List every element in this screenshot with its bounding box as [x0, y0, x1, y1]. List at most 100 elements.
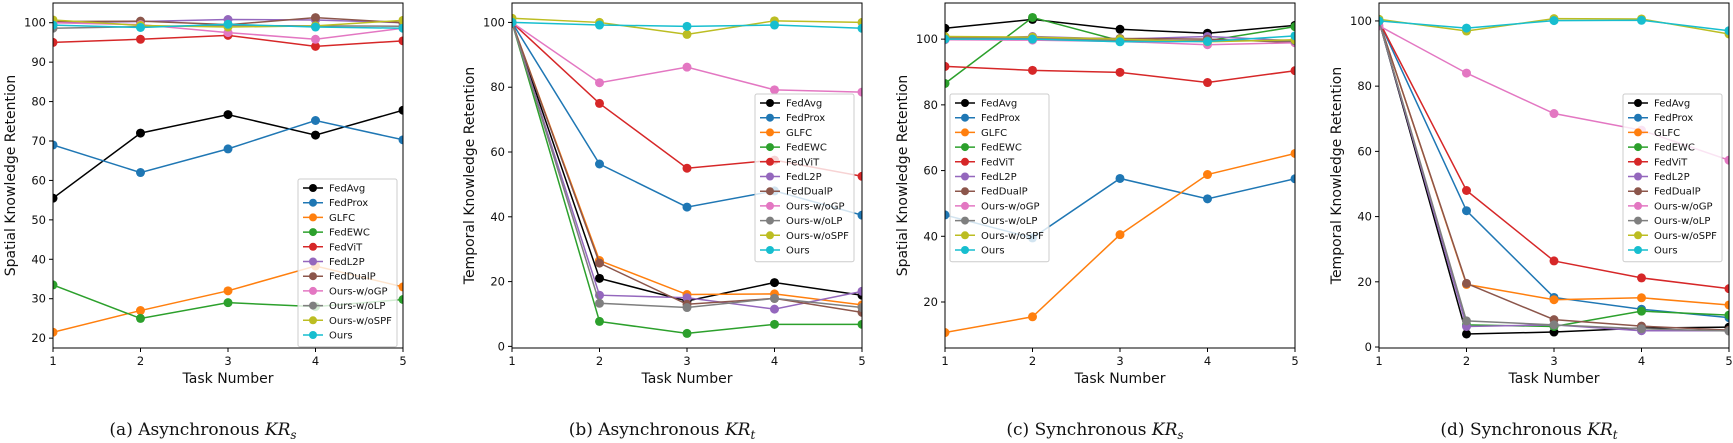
legend-marker: [309, 184, 317, 192]
data-point-FedViT: [1462, 186, 1471, 195]
subplot-d: 1 2 3 4 5 0 20 40 60 80 100 Task Number Temporal Kno…: [1329, 2, 1733, 442]
data-point-FedEWC: [1290, 22, 1295, 32]
caption-text: Synchronous: [1035, 420, 1152, 440]
legend-item-Ours-w/oSPF: Ours-w/oSPF: [955, 231, 1044, 242]
y-tick-label: 20: [923, 295, 938, 309]
data-point-FedProx: [682, 202, 692, 212]
y-tick-label: 100: [916, 32, 938, 46]
legend-item-FedEWC: FedEWC: [955, 143, 1022, 154]
legend-label: Ours-w/oGP: [981, 201, 1040, 212]
legend: FedAvg FedProx GLFC FedEWC FedViT FedL2P FedDu…: [754, 93, 855, 263]
legend-marker: [766, 187, 774, 196]
data-point-GLFC: [223, 286, 233, 296]
data-point-FedProx: [595, 159, 604, 169]
data-point-Ours-w/oGP: [682, 62, 692, 72]
data-point-GLFC: [945, 328, 950, 338]
x-axis-label: Task Number: [182, 371, 274, 387]
legend-item-FedDualP: FedDualP: [303, 272, 376, 283]
legend-label: FedProx: [981, 113, 1020, 124]
legend-label: GLFC: [786, 128, 812, 139]
legend-label: FedDualP: [329, 272, 376, 283]
y-tick-label: 80: [31, 95, 46, 109]
data-point-FedEWC: [857, 319, 862, 329]
data-point-FedProx: [223, 144, 233, 154]
data-point-Ours: [1724, 26, 1729, 36]
data-point-Ours-w/oSPF: [682, 29, 692, 39]
data-point-Ours-w/oGP: [1462, 68, 1471, 78]
data-point-FedAvg: [136, 128, 145, 138]
y-tick-label: 50: [31, 213, 46, 227]
caption-subscript: s: [290, 428, 296, 442]
legend-label: Ours-w/oLP: [1654, 216, 1710, 227]
data-point-GLFC: [136, 306, 145, 316]
y-tick-label: 100: [1350, 14, 1372, 28]
data-point-FedProx: [1115, 173, 1125, 183]
data-point-Ours: [223, 19, 233, 29]
caption-subscript: s: [1177, 428, 1183, 442]
data-point-Ours: [1379, 16, 1384, 26]
legend-marker: [961, 113, 969, 122]
legend-marker: [309, 257, 317, 266]
legend-label: Ours-w/oGP: [329, 286, 388, 297]
y-axis-label: Temporal Knowledge Retention: [1329, 67, 1345, 285]
y-tick-label: 20: [31, 331, 46, 345]
legend-marker: [1634, 172, 1642, 181]
legend-label: Ours-w/oLP: [786, 216, 842, 227]
data-point-FedEWC: [53, 280, 58, 290]
legend: FedAvg FedProx GLFC FedEWC FedViT FedL2P FedDu…: [297, 178, 398, 348]
x-tick-label: 4: [1204, 354, 1211, 368]
data-point-FedAvg: [770, 278, 779, 288]
x-tick-label: 3: [1550, 354, 1557, 368]
data-point-GLFC: [1115, 230, 1125, 240]
data-point-FedViT: [682, 163, 692, 173]
data-point-Ours: [1462, 23, 1471, 33]
data-point-FedDualP: [311, 13, 320, 23]
caption-math: KR: [724, 420, 751, 440]
data-point-Ours: [682, 21, 692, 31]
legend-label: FedViT: [981, 157, 1015, 168]
data-point-FedEWC: [945, 79, 950, 88]
legend-marker: [961, 201, 969, 210]
legend-label: Ours-w/oLP: [329, 301, 385, 312]
legend-marker: [309, 286, 317, 295]
legend-label: Ours: [329, 331, 353, 342]
data-point-FedViT: [945, 61, 950, 71]
plot-area: [945, 12, 1295, 338]
data-point-Ours-w/oGP: [1724, 155, 1729, 165]
data-point-FedDualP: [1462, 278, 1471, 288]
legend-label: Ours-w/oSPF: [981, 231, 1044, 242]
legend-item-Ours-w/oGP: Ours-w/oGP: [303, 286, 388, 297]
x-tick-label: 1: [508, 354, 515, 368]
legend-item-FedDualP: FedDualP: [955, 187, 1028, 198]
legend-item-Ours-w/oSPF: Ours-w/oSPF: [760, 231, 849, 242]
data-point-Ours-w/oLP: [682, 303, 692, 313]
legend-item-Ours-w/oGP: Ours-w/oGP: [955, 201, 1040, 212]
legend-item-GLFC: GLFC: [955, 128, 1007, 139]
legend-marker: [1634, 246, 1642, 254]
caption-prefix: (c): [1006, 420, 1034, 440]
legend-marker: [309, 242, 317, 251]
caption-text: Asynchronous: [597, 420, 725, 440]
data-point-FedEWC: [770, 319, 779, 329]
legend-label: FedDualP: [1654, 187, 1701, 198]
data-point-Ours: [595, 20, 604, 30]
legend-marker: [309, 198, 317, 207]
data-point-Ours: [770, 20, 779, 30]
data-point-FedProx: [1462, 206, 1471, 216]
y-tick-label: 90: [31, 55, 46, 69]
legend-label: Ours: [981, 246, 1005, 257]
legend-label: FedL2P: [1654, 172, 1690, 183]
y-tick-label: 80: [923, 98, 938, 112]
subplot-a: 1 2 3 4 5 20 30 40 50 60 70 80 90 100 Task Number Spati…: [3, 2, 407, 442]
data-point-FedDualP: [595, 258, 604, 268]
legend-item-Ours-w/oSPF: Ours-w/oSPF: [303, 316, 392, 327]
legend-marker: [1634, 201, 1642, 210]
y-tick-label: 40: [490, 210, 505, 224]
x-tick-label: 2: [1463, 354, 1470, 368]
data-point-FedProx: [1203, 194, 1212, 204]
caption-prefix: (b): [569, 420, 599, 440]
legend-label: FedEWC: [786, 143, 827, 154]
legend-marker: [766, 113, 774, 122]
data-point-FedEWC: [1028, 12, 1037, 22]
data-point-FedEWC: [595, 316, 604, 326]
